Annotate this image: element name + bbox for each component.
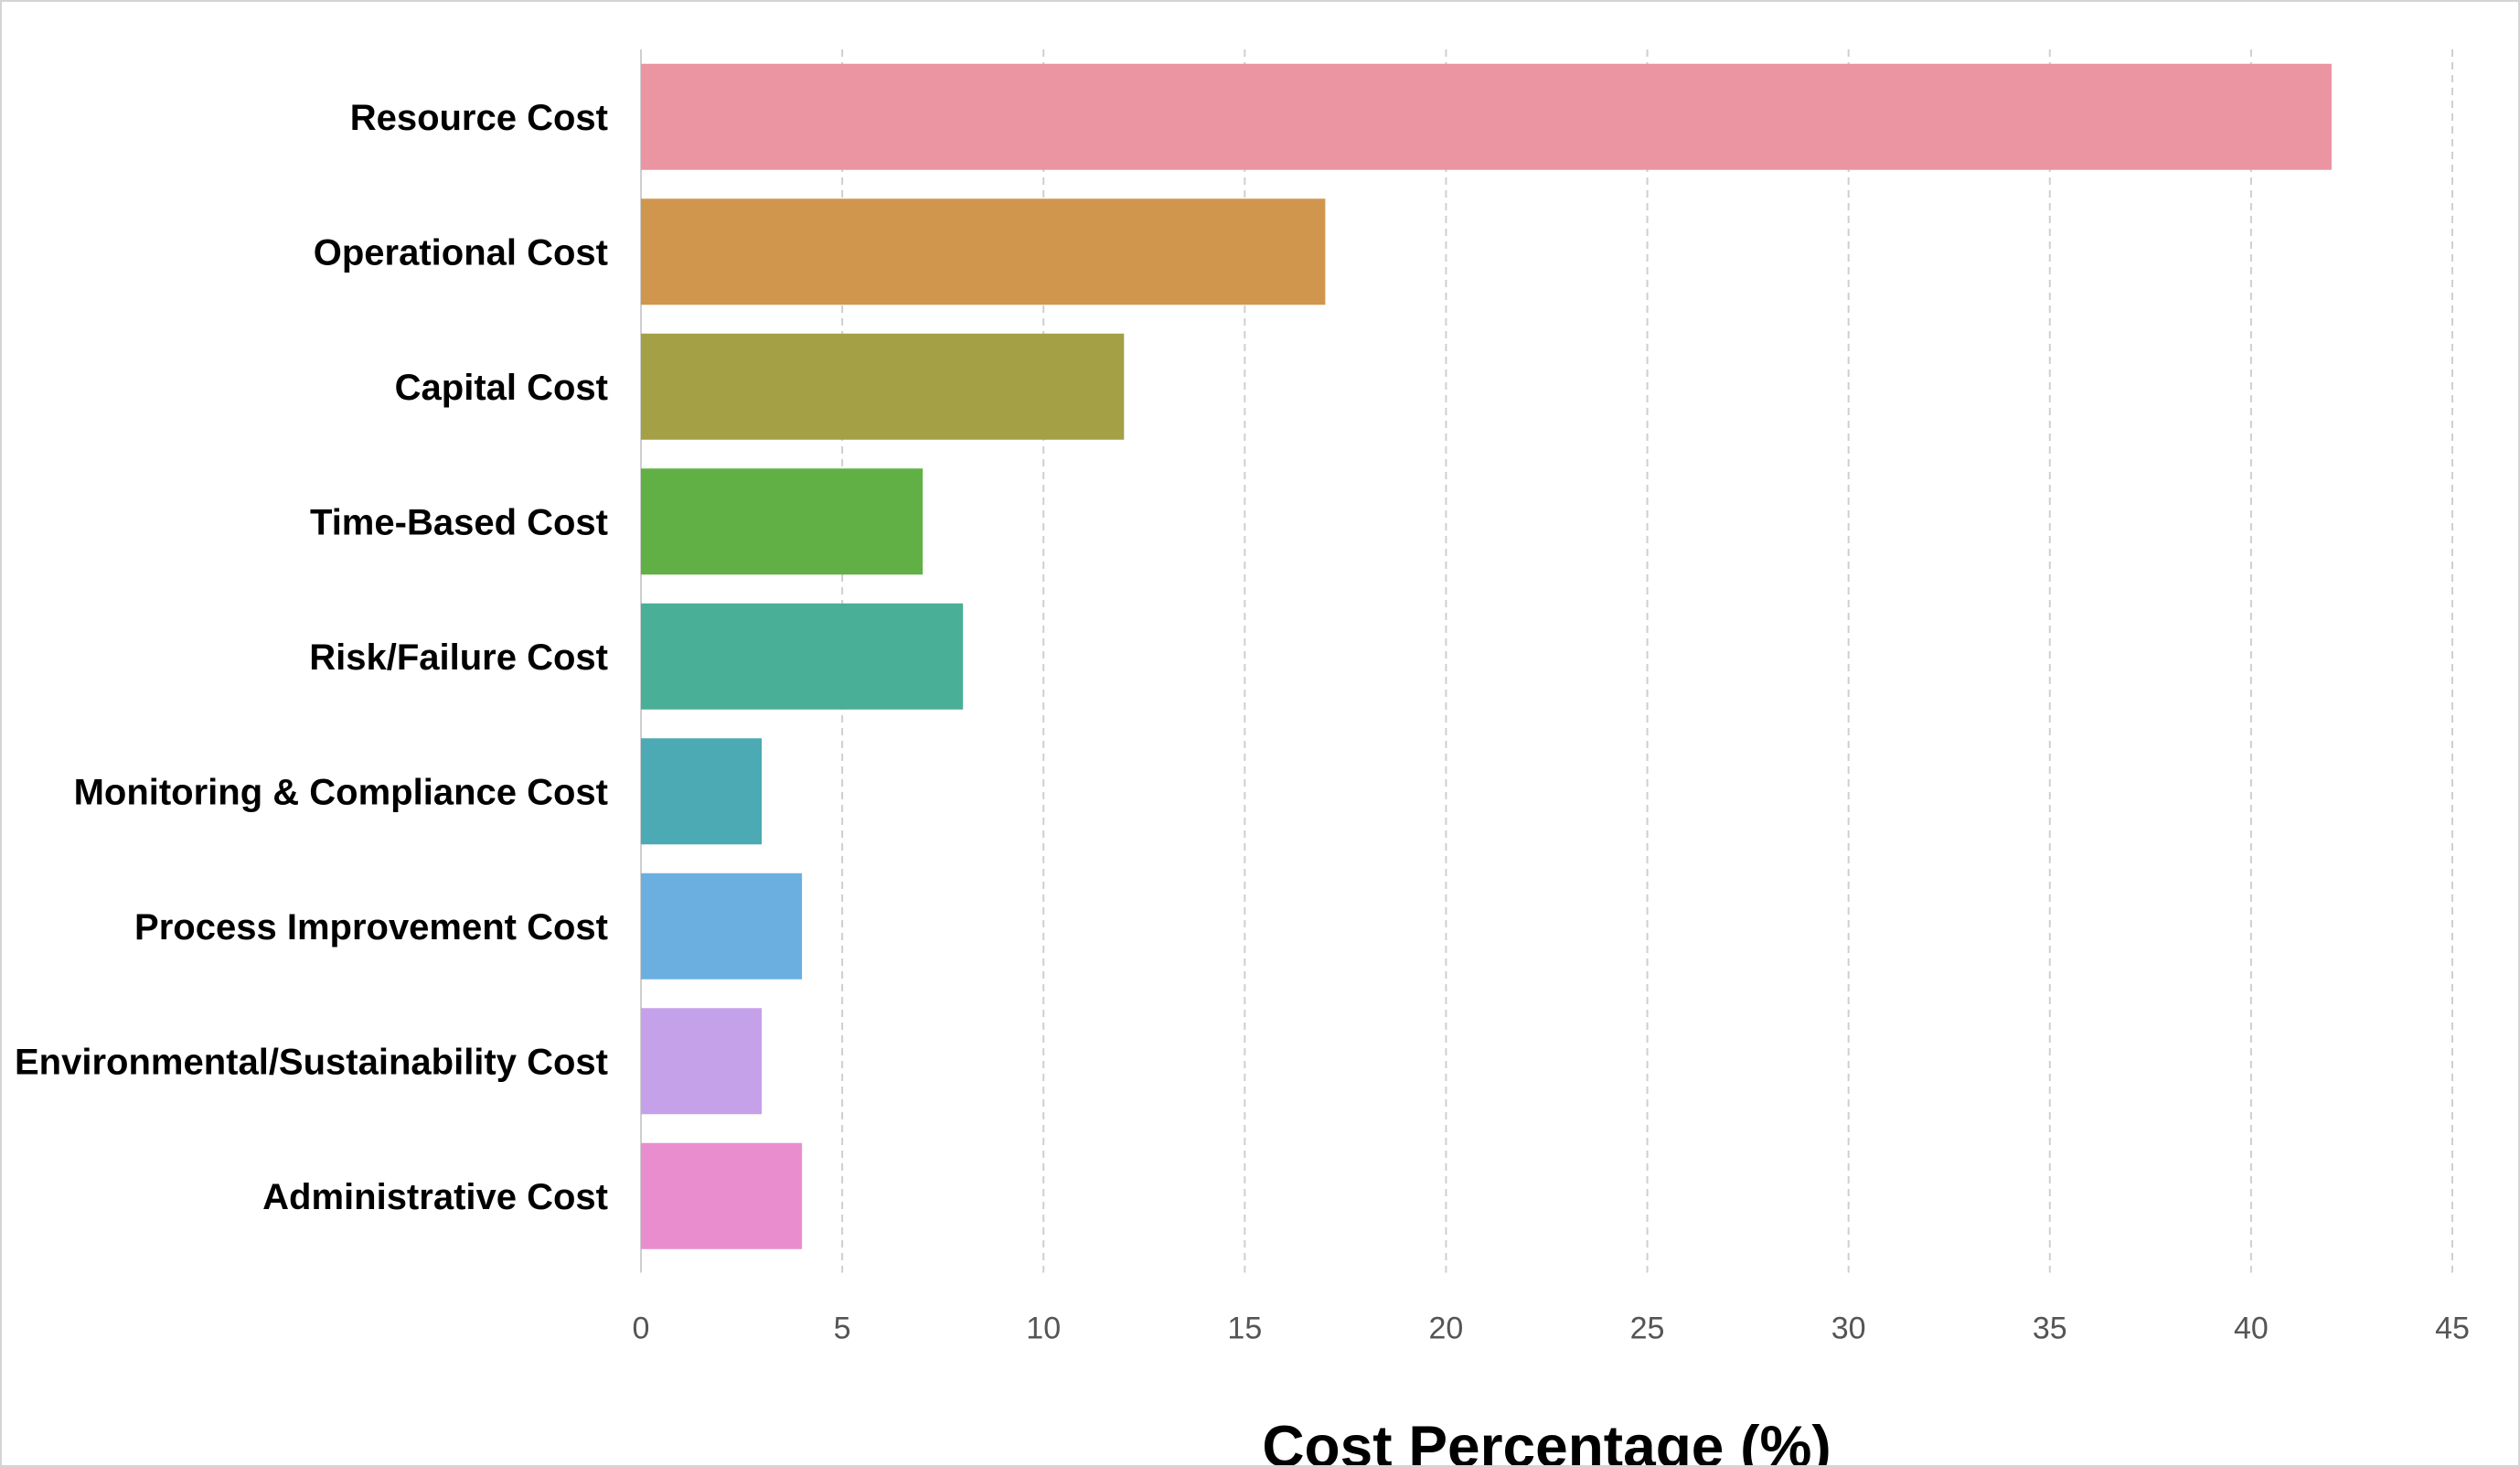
x-tick-label: 20 xyxy=(1429,1312,1464,1346)
x-tick-labels: 0 5 10 15 20 25 30 35 40 45 xyxy=(633,1312,2470,1346)
category-label: Capital Cost xyxy=(395,368,608,408)
category-label: Monitoring & Compliance Cost xyxy=(74,772,608,812)
bar xyxy=(641,1008,763,1115)
bar xyxy=(641,1142,803,1249)
category-label: Environmental/Sustainability Cost xyxy=(15,1042,608,1082)
x-axis-title: Cost Percentage (%) xyxy=(1262,1414,1831,1466)
x-tick-label: 10 xyxy=(1026,1312,1061,1346)
x-tick-label: 35 xyxy=(2033,1312,2067,1346)
x-tick-label: 45 xyxy=(2435,1312,2470,1346)
x-tick-label: 15 xyxy=(1227,1312,1262,1346)
category-label: Time-Based Cost xyxy=(310,502,608,542)
x-tick-label: 0 xyxy=(633,1312,650,1346)
x-tick-label: 30 xyxy=(1831,1312,1866,1346)
category-label: Resource Cost xyxy=(350,98,608,138)
category-label: Process Improvement Cost xyxy=(134,907,608,948)
bar xyxy=(641,873,803,980)
bars xyxy=(641,63,2332,1249)
category-label: Operational Cost xyxy=(314,232,608,273)
category-label: Risk/Failure Cost xyxy=(309,637,608,678)
bar xyxy=(641,738,763,845)
bar xyxy=(641,63,2332,170)
x-tick-label: 5 xyxy=(834,1312,851,1346)
bar xyxy=(641,603,964,710)
category-labels: Resource Cost Operational Cost Capital Cos… xyxy=(15,98,608,1217)
bar xyxy=(641,468,924,575)
x-tick-label: 40 xyxy=(2234,1312,2269,1346)
category-label: Administrative Cost xyxy=(262,1177,608,1217)
bar xyxy=(641,198,1326,305)
bar xyxy=(641,333,1125,440)
x-tick-label: 25 xyxy=(1630,1312,1665,1346)
